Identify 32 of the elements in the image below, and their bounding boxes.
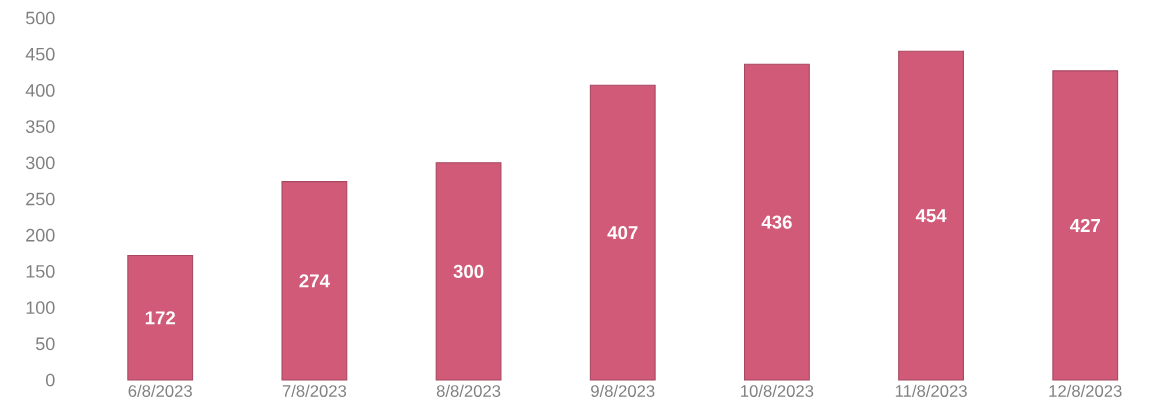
data-label: 454 xyxy=(915,209,947,223)
y-tick-label: 350 xyxy=(25,120,55,133)
y-tick-label: 300 xyxy=(25,156,55,170)
x-tick-label: 6/8/2023 xyxy=(128,384,192,397)
x-tick-label: 10/8/2023 xyxy=(741,384,814,397)
bar xyxy=(1052,70,1119,381)
y-tick-label: 250 xyxy=(26,192,55,206)
x-tick-label: 12/8/2023 xyxy=(1049,384,1122,397)
y-tick-label: 500 xyxy=(25,11,55,25)
y-tick-label: 200 xyxy=(26,228,55,242)
y-tick-label: 450 xyxy=(25,47,55,61)
x-tick-label: 8/8/2023 xyxy=(436,384,501,397)
x-tick-label: 7/8/2023 xyxy=(282,384,347,397)
y-tick-label: 100 xyxy=(26,301,55,314)
data-label: 436 xyxy=(761,215,792,229)
data-label: 300 xyxy=(453,264,484,279)
data-label: 274 xyxy=(299,274,330,288)
y-tick-label: 0 xyxy=(46,373,55,387)
x-tick-label: 11/8/2023 xyxy=(895,384,967,397)
x-tick-label: 9/8/2023 xyxy=(591,384,655,397)
bar xyxy=(435,162,502,381)
bar xyxy=(281,181,348,381)
data-label: 172 xyxy=(145,311,176,325)
bar xyxy=(127,254,194,381)
data-label: 427 xyxy=(1069,218,1100,232)
data-label: 407 xyxy=(607,226,638,240)
y-tick-label: 150 xyxy=(26,265,55,278)
y-tick-label: 50 xyxy=(35,337,55,351)
bar xyxy=(898,50,964,381)
y-tick-label: 400 xyxy=(25,84,55,97)
bar xyxy=(589,84,656,381)
bar xyxy=(743,63,810,381)
